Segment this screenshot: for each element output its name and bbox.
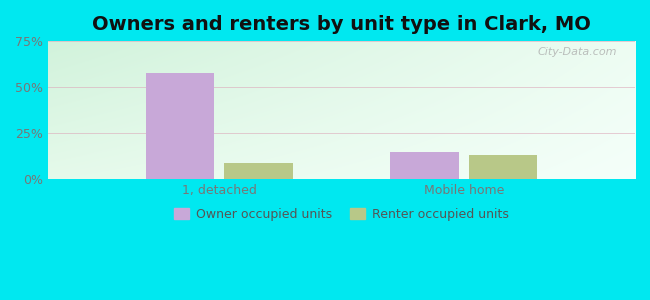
Title: Owners and renters by unit type in Clark, MO: Owners and renters by unit type in Clark… [92, 15, 591, 34]
Legend: Owner occupied units, Renter occupied units: Owner occupied units, Renter occupied un… [169, 203, 514, 226]
Bar [391, 152, 459, 179]
Bar [224, 163, 292, 179]
Bar [146, 74, 214, 179]
Text: City-Data.com: City-Data.com [538, 46, 617, 57]
Bar [469, 155, 537, 179]
